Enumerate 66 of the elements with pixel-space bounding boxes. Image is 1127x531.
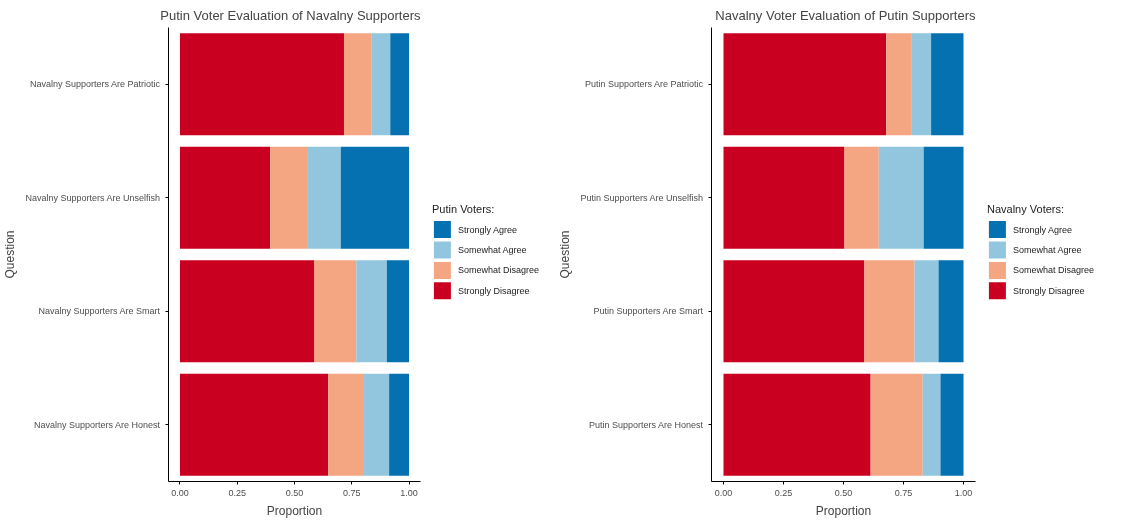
- x-axis-title: Proportion: [815, 503, 872, 518]
- x-tick-label: 0.75: [343, 487, 361, 498]
- bar: [723, 146, 845, 249]
- bar: [940, 373, 964, 476]
- bar: [307, 146, 341, 249]
- bar: [340, 146, 410, 249]
- bar: [914, 260, 939, 363]
- x-tick-label: 0.50: [834, 487, 853, 498]
- bar: [371, 33, 391, 136]
- legend-label: Somewhat Agree: [1013, 244, 1082, 255]
- bar: [328, 373, 364, 476]
- x-axis-title: Proportion: [266, 503, 323, 518]
- y-tick-label: Navalny Supporters Are Unselfish: [25, 192, 161, 203]
- bar: [386, 260, 410, 363]
- bar: [911, 33, 932, 136]
- chart-title: Putin Voter Evaluation of Navalny Supporters: [160, 7, 421, 23]
- y-axis-title: Question: [558, 230, 573, 279]
- bar: [179, 33, 344, 136]
- bar: [179, 146, 271, 249]
- x-tick-label: 0.00: [171, 487, 189, 498]
- bar: [179, 373, 329, 476]
- bar: [363, 373, 390, 476]
- legend-label: Strongly Agree: [1013, 224, 1073, 235]
- legend-title: Navalny Voters:: [987, 203, 1065, 216]
- bar: [844, 146, 879, 249]
- x-tick-label: 1.00: [954, 487, 973, 498]
- bar: [723, 260, 865, 363]
- bar: [922, 373, 941, 476]
- legend-label: Strongly Disagree: [458, 285, 530, 296]
- bar: [723, 373, 871, 476]
- y-tick-label: Navalny Supporters Are Patriotic: [29, 79, 161, 90]
- bar: [864, 260, 915, 363]
- bar: [389, 373, 410, 476]
- bar: [314, 260, 357, 363]
- x-tick-label: 0.25: [774, 487, 793, 498]
- legend-label: Somewhat Disagree: [458, 265, 540, 276]
- legend-title: Putin Voters:: [432, 203, 495, 216]
- x-tick-label: 0.00: [714, 487, 733, 498]
- y-axis-title: Question: [3, 230, 18, 279]
- y-tick-label: Putin Supporters Are Honest: [588, 419, 704, 430]
- x-tick-label: 0.75: [894, 487, 913, 498]
- y-tick-label: Putin Supporters Are Patriotic: [584, 79, 704, 90]
- bar: [923, 146, 964, 249]
- bar: [723, 33, 887, 136]
- legend-label: Somewhat Agree: [458, 244, 527, 255]
- bar: [179, 260, 315, 363]
- y-tick-label: Putin Supporters Are Smart: [593, 306, 704, 317]
- x-tick-label: 0.50: [285, 487, 304, 498]
- bar: [356, 260, 387, 363]
- chart-title: Navalny Voter Evaluation of Putin Supporters: [715, 7, 976, 23]
- bar: [931, 33, 964, 136]
- x-tick-label: 0.25: [228, 487, 246, 498]
- x-tick-label: 1.00: [400, 487, 418, 498]
- y-tick-label: Putin Supporters Are Unselfish: [580, 192, 704, 203]
- bar: [938, 260, 964, 363]
- bar: [270, 146, 308, 249]
- bar: [343, 33, 372, 136]
- y-tick-label: Navalny Supporters Are Honest: [33, 419, 161, 430]
- bar: [870, 373, 923, 476]
- legend-label: Strongly Agree: [458, 224, 518, 235]
- legend-label: Strongly Disagree: [1013, 285, 1085, 296]
- bar: [390, 33, 410, 136]
- y-tick-label: Navalny Supporters Are Smart: [38, 306, 161, 317]
- bar: [886, 33, 912, 136]
- legend-label: Somewhat Disagree: [1013, 265, 1095, 276]
- bar: [878, 146, 924, 249]
